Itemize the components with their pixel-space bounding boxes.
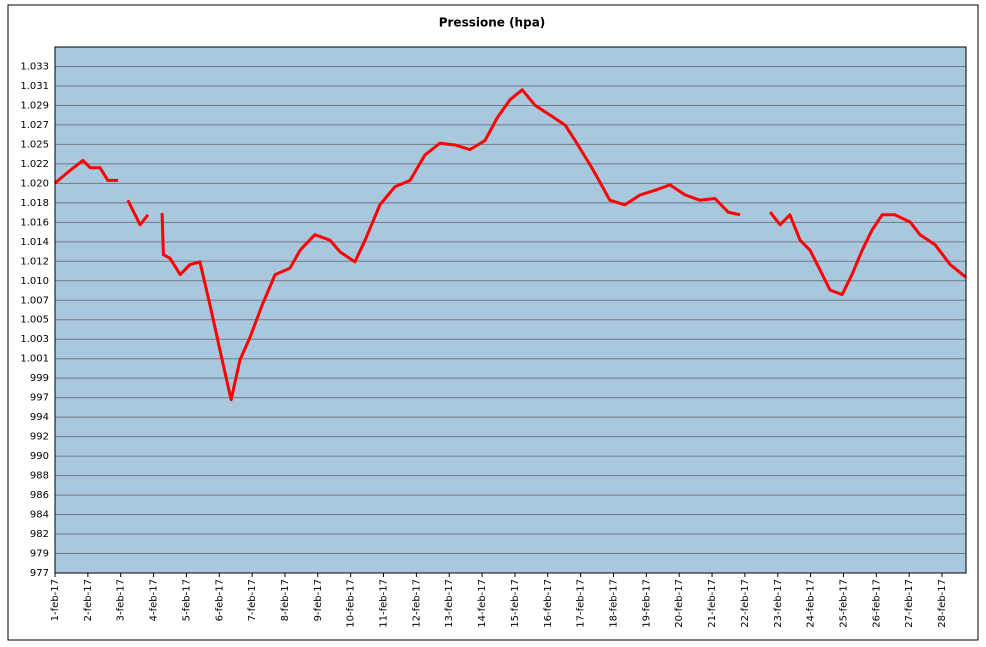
x-tick-label: 3-feb-17	[116, 579, 127, 621]
y-tick-label: 990	[30, 451, 49, 462]
x-tick-label: 10-feb-17	[346, 579, 357, 628]
x-tick-label: 16-feb-17	[543, 579, 554, 628]
y-tick-label: 986	[30, 490, 49, 501]
y-tick-label: 1.022	[20, 159, 49, 170]
plot-area	[54, 46, 967, 574]
x-tick-label: 4-feb-17	[149, 579, 160, 621]
y-tick-label: 994	[30, 412, 49, 423]
x-tick-label: 22-feb-17	[740, 579, 751, 628]
y-tick-label: 1.027	[20, 120, 49, 131]
y-tick-label: 1.029	[20, 100, 49, 111]
x-tick-label: 17-feb-17	[576, 579, 587, 628]
y-tick-label: 1.005	[20, 315, 49, 326]
y-tick-label: 1.025	[20, 139, 49, 150]
x-tick-label: 9-feb-17	[313, 579, 324, 621]
x-tick-label: 21-feb-17	[707, 579, 718, 628]
x-tick-label: 1-feb-17	[50, 579, 61, 621]
x-tick-label: 7-feb-17	[247, 579, 258, 621]
x-tick-label: 15-feb-17	[510, 579, 521, 628]
x-tick-label: 13-feb-17	[444, 579, 455, 628]
x-tick-label: 5-feb-17	[181, 579, 192, 621]
y-tick-label: 988	[30, 471, 49, 482]
y-tick-label: 1.010	[20, 276, 49, 287]
y-tick-label: 997	[30, 393, 49, 404]
y-tick-label: 992	[30, 432, 49, 443]
x-tick-label: 18-feb-17	[608, 579, 619, 628]
y-tick-label: 1.003	[20, 334, 49, 345]
y-tick-label: 999	[30, 373, 49, 384]
x-tick-label: 27-feb-17	[904, 579, 915, 628]
x-tick-label: 6-feb-17	[214, 579, 225, 621]
pressure-line	[54, 88, 967, 402]
x-tick-label: 2-feb-17	[83, 579, 94, 621]
x-tick-label: 12-feb-17	[411, 579, 422, 628]
y-tick-label: 1.031	[20, 81, 49, 92]
y-tick-label: 982	[30, 529, 49, 540]
x-tick-label: 28-feb-17	[937, 579, 948, 628]
x-tick-label: 24-feb-17	[806, 579, 817, 628]
y-tick-label: 1.007	[20, 295, 49, 306]
y-tick-label: 1.020	[20, 178, 49, 189]
x-tick-label: 25-feb-17	[838, 579, 849, 628]
y-tick-label: 1.018	[20, 198, 49, 209]
y-tick-label: 1.016	[20, 217, 49, 228]
y-tick-label: 1.014	[20, 237, 49, 248]
x-tick-label: 23-feb-17	[773, 579, 784, 628]
y-tick-label: 1.012	[20, 256, 49, 267]
x-tick-label: 19-feb-17	[641, 579, 652, 628]
y-tick-label: 1.001	[20, 354, 49, 365]
x-tick-label: 14-feb-17	[477, 579, 488, 628]
y-tick-label: 979	[30, 549, 49, 560]
x-tick-label: 11-feb-17	[379, 579, 390, 628]
y-tick-label: 977	[30, 568, 49, 579]
chart-title: Pressione (hpa)	[439, 16, 546, 30]
y-tick-label: 984	[30, 510, 49, 521]
x-tick-label: 26-feb-17	[871, 579, 882, 628]
y-tick-label: 1.033	[20, 61, 49, 72]
plot-border	[54, 46, 967, 574]
x-tick-label: 20-feb-17	[674, 579, 685, 628]
x-tick-label: 8-feb-17	[280, 579, 291, 621]
